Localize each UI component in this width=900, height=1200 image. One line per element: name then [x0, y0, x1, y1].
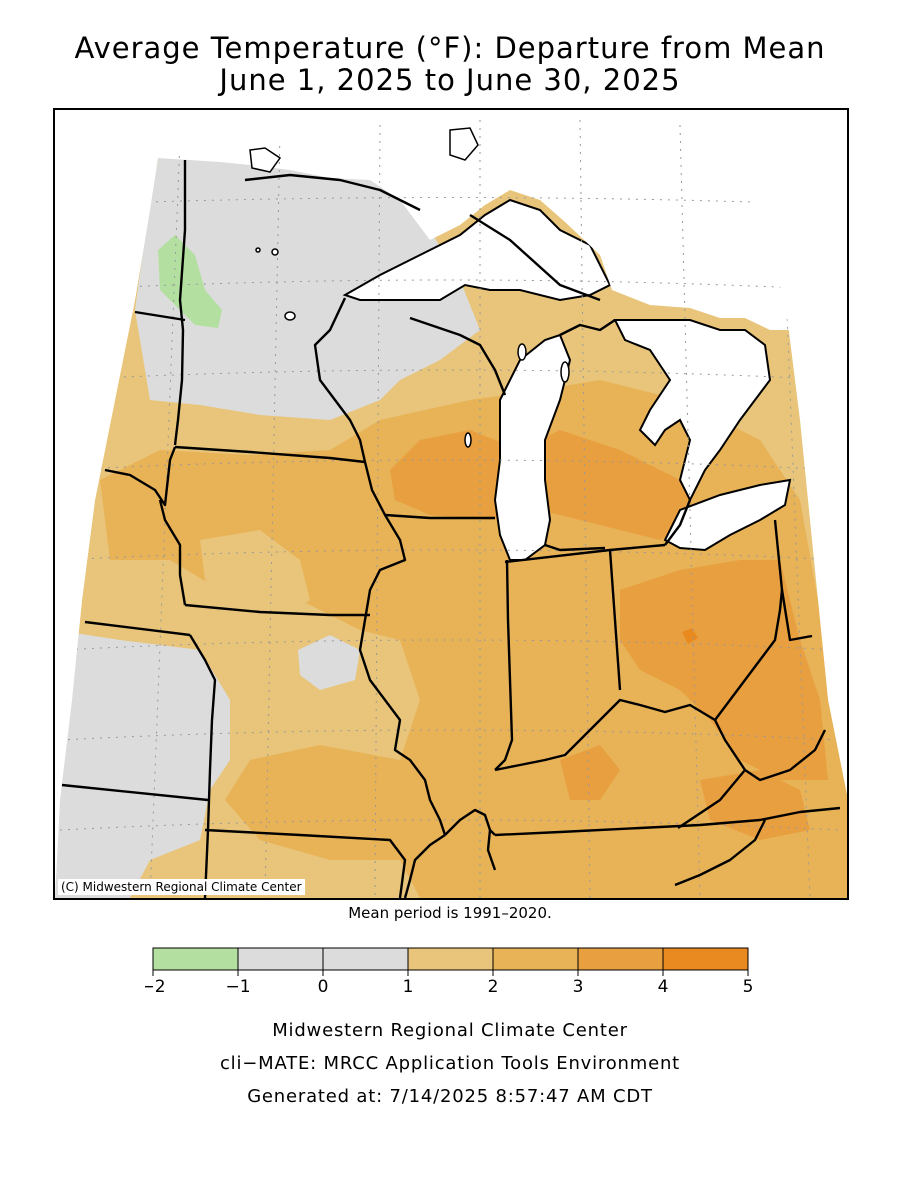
legend-tick-label: 5: [743, 977, 754, 997]
legend-swatch: [407, 947, 494, 971]
islands: [249, 127, 570, 448]
gray-region-north: [135, 140, 480, 420]
map-title: Average Temperature (°F): Departure from…: [74, 31, 826, 65]
lake-michigan: [493, 333, 572, 561]
copyright-label: (C) Midwestern Regional Climate Center: [58, 879, 305, 895]
band-3-4-east: [620, 560, 828, 780]
color-legend: −2 −1 0 1 2 3 4 5: [145, 947, 754, 997]
gray-region-west: [55, 630, 230, 898]
legend-swatch: [577, 947, 664, 971]
legend-tick-label: 3: [573, 977, 584, 997]
legend-tick-label: −2: [145, 977, 166, 997]
lake-huron: [613, 319, 772, 503]
band-4-5-spot: [682, 628, 698, 644]
footer-organization: Midwestern Regional Climate Center: [272, 1020, 628, 1041]
lake-superior: [342, 198, 612, 302]
footer-generated-at: Generated at: 7/14/2025 8:57:47 AM CDT: [247, 1086, 653, 1107]
legend-swatch: [662, 947, 749, 971]
graticule: [59, 119, 841, 898]
legend-tick-label: 4: [658, 977, 669, 997]
footer-tool-name: cli−MATE: MRCC Application Tools Environ…: [219, 1053, 681, 1074]
legend-tick-label: 2: [488, 977, 499, 997]
mean-period-note: Mean period is 1991–2020.: [348, 904, 552, 922]
gray-patch-iowa: [298, 635, 360, 690]
great-lakes: [342, 198, 792, 561]
map-date-range: June 1, 2025 to June 30, 2025: [219, 63, 681, 97]
legend-swatch: [492, 947, 579, 971]
state-boundaries: [61, 160, 841, 899]
band-1-2-interior: [200, 530, 310, 620]
legend-swatch: [152, 947, 239, 971]
legend-swatch: [237, 947, 324, 971]
green-region: [158, 235, 222, 328]
lake-erie: [663, 478, 792, 552]
legend-tick-label: 1: [403, 977, 414, 997]
legend-tick-label: 0: [318, 977, 329, 997]
legend-tick-label: −1: [225, 977, 250, 997]
canada-mask: [53, 108, 849, 898]
legend-swatch: [322, 947, 409, 971]
temperature-departure-map: [53, 108, 849, 899]
band-3-4-ky: [560, 745, 620, 800]
